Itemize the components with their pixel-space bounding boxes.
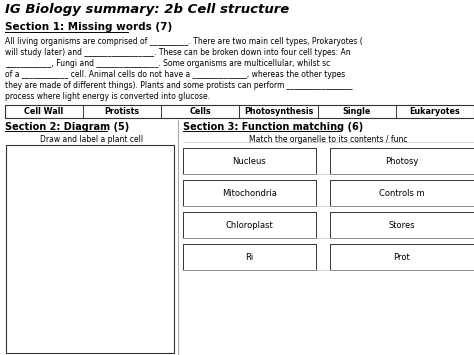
Text: process where light energy is converted into glucose.: process where light energy is converted … <box>5 92 210 101</box>
Text: Controls m: Controls m <box>379 189 425 197</box>
Text: Photosy: Photosy <box>385 157 419 165</box>
Text: Single: Single <box>343 107 371 116</box>
Text: Section 1: Missing words (7): Section 1: Missing words (7) <box>5 22 172 32</box>
Text: of a ____________ cell. Animal cells do not have a ______________, whereas the o: of a ____________ cell. Animal cells do … <box>5 70 345 79</box>
Text: ____________, Fungi and ________________. Some organisms are multicellular, whil: ____________, Fungi and ________________… <box>5 59 330 68</box>
Text: they are made of different things). Plants and some protists can perform _______: they are made of different things). Plan… <box>5 81 353 90</box>
Text: Chloroplast: Chloroplast <box>226 220 273 229</box>
Text: Draw and label a plant cell: Draw and label a plant cell <box>40 135 143 144</box>
Bar <box>183 148 316 174</box>
Text: Section 2: Diagram (5): Section 2: Diagram (5) <box>5 122 129 132</box>
Bar <box>330 212 474 238</box>
Bar <box>183 244 316 270</box>
Text: Eukaryotes: Eukaryotes <box>410 107 460 116</box>
Text: Mitochondria: Mitochondria <box>222 189 277 197</box>
Text: Stores: Stores <box>389 220 415 229</box>
Bar <box>330 180 474 206</box>
Text: All living organisms are comprised of __________. There are two main cell types,: All living organisms are comprised of __… <box>5 37 363 46</box>
Bar <box>6 145 174 353</box>
Text: Section 3: Function matching (6): Section 3: Function matching (6) <box>183 122 363 132</box>
Text: Protists: Protists <box>105 107 140 116</box>
Bar <box>330 148 474 174</box>
Bar <box>5 105 474 118</box>
Text: Match the organelle to its contents / func: Match the organelle to its contents / fu… <box>249 135 408 144</box>
Bar <box>183 212 316 238</box>
Text: will study later) and __________________. These can be broken down into four cel: will study later) and __________________… <box>5 48 351 57</box>
Bar <box>330 244 474 270</box>
Text: IG Biology summary: 2b Cell structure: IG Biology summary: 2b Cell structure <box>5 3 289 16</box>
Text: Prot: Prot <box>393 252 410 262</box>
Text: Ri: Ri <box>246 252 254 262</box>
Text: Cell Wall: Cell Wall <box>25 107 64 116</box>
Bar <box>183 180 316 206</box>
Text: Nucleus: Nucleus <box>233 157 266 165</box>
Text: Photosynthesis: Photosynthesis <box>244 107 313 116</box>
Text: Cells: Cells <box>190 107 211 116</box>
